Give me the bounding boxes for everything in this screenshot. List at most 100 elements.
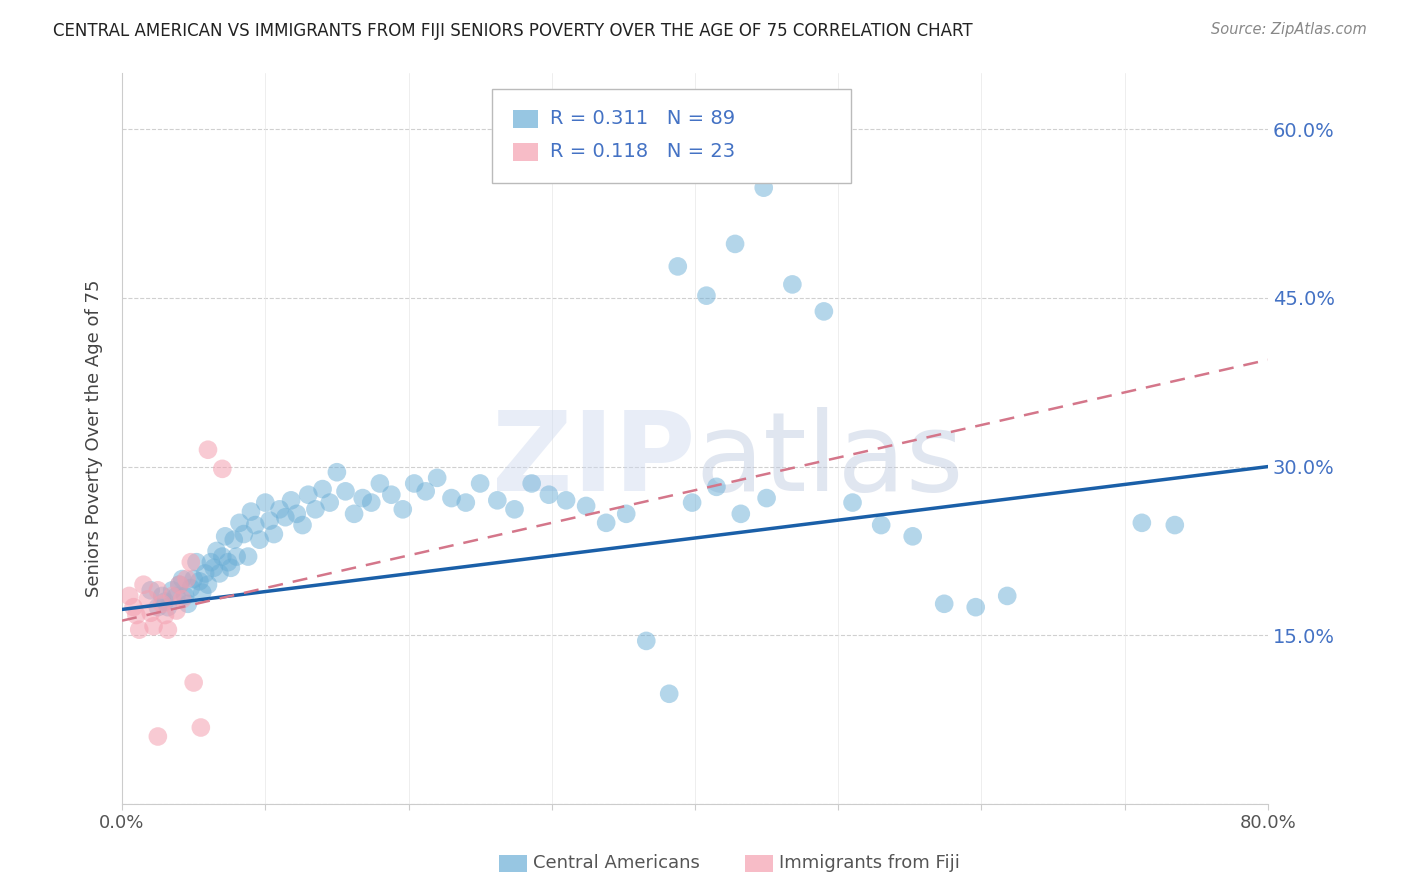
Point bbox=[166, 603, 188, 617]
Point bbox=[169, 577, 191, 591]
Point bbox=[232, 527, 254, 541]
Point bbox=[352, 491, 374, 505]
Point bbox=[150, 589, 173, 603]
Point bbox=[153, 608, 176, 623]
Point bbox=[132, 577, 155, 591]
Point bbox=[153, 594, 176, 608]
Point bbox=[239, 505, 262, 519]
Point bbox=[146, 600, 169, 615]
Point bbox=[166, 589, 188, 603]
Point bbox=[146, 583, 169, 598]
Point bbox=[122, 600, 145, 615]
Point bbox=[118, 589, 141, 603]
Point bbox=[995, 589, 1018, 603]
Point bbox=[520, 476, 543, 491]
Point bbox=[319, 495, 342, 509]
Point bbox=[190, 721, 212, 735]
Point bbox=[285, 507, 308, 521]
Point bbox=[755, 491, 778, 505]
Point bbox=[172, 572, 194, 586]
Point bbox=[380, 488, 402, 502]
Point bbox=[139, 606, 162, 620]
Point bbox=[280, 493, 302, 508]
Point bbox=[297, 488, 319, 502]
Point bbox=[125, 608, 148, 623]
Point bbox=[236, 549, 259, 564]
Point bbox=[782, 165, 804, 179]
Point bbox=[254, 495, 277, 509]
Point bbox=[160, 583, 183, 598]
Point bbox=[214, 529, 236, 543]
Point bbox=[191, 585, 214, 599]
Point bbox=[595, 516, 617, 530]
Point bbox=[391, 502, 413, 516]
Point bbox=[965, 600, 987, 615]
Point bbox=[555, 493, 578, 508]
Point bbox=[211, 462, 233, 476]
Point bbox=[440, 491, 463, 505]
Point bbox=[180, 581, 202, 595]
Point bbox=[142, 619, 165, 633]
Point bbox=[695, 288, 717, 302]
Point bbox=[454, 495, 477, 509]
Point bbox=[706, 480, 728, 494]
Point bbox=[291, 518, 314, 533]
Point bbox=[176, 572, 198, 586]
Point bbox=[782, 277, 804, 292]
Point bbox=[813, 304, 835, 318]
Point bbox=[249, 533, 271, 547]
Point bbox=[186, 555, 208, 569]
Point bbox=[934, 597, 956, 611]
Point bbox=[217, 555, 239, 569]
Point bbox=[263, 527, 285, 541]
Text: Immigrants from Fiji: Immigrants from Fiji bbox=[779, 855, 960, 872]
Point bbox=[335, 484, 357, 499]
Point bbox=[136, 592, 159, 607]
Point bbox=[415, 484, 437, 499]
Point bbox=[1130, 516, 1153, 530]
Point bbox=[304, 502, 326, 516]
Point bbox=[219, 561, 242, 575]
Point bbox=[681, 495, 703, 509]
Point bbox=[146, 730, 169, 744]
Point bbox=[197, 577, 219, 591]
Point bbox=[225, 549, 247, 564]
Y-axis label: Seniors Poverty Over the Age of 75: Seniors Poverty Over the Age of 75 bbox=[86, 280, 103, 598]
Point bbox=[636, 634, 658, 648]
Point bbox=[160, 589, 183, 603]
Point bbox=[841, 495, 863, 509]
Point bbox=[614, 507, 637, 521]
Point bbox=[666, 260, 689, 274]
Point bbox=[202, 561, 225, 575]
Text: atlas: atlas bbox=[695, 407, 963, 514]
Point bbox=[245, 518, 267, 533]
Point bbox=[208, 566, 231, 581]
Point bbox=[188, 574, 211, 589]
Point bbox=[128, 623, 150, 637]
Text: Source: ZipAtlas.com: Source: ZipAtlas.com bbox=[1211, 22, 1367, 37]
Point bbox=[274, 510, 297, 524]
Point bbox=[172, 592, 194, 607]
Point bbox=[901, 529, 924, 543]
Point bbox=[197, 442, 219, 457]
Point bbox=[174, 589, 197, 603]
Point bbox=[468, 476, 491, 491]
Point bbox=[503, 502, 526, 516]
Point bbox=[183, 572, 205, 586]
Point bbox=[269, 502, 291, 516]
Point bbox=[1164, 518, 1187, 533]
Point bbox=[326, 465, 349, 479]
Point bbox=[228, 516, 250, 530]
Point bbox=[752, 180, 775, 194]
Point bbox=[169, 577, 191, 591]
Point bbox=[537, 488, 560, 502]
Point bbox=[177, 597, 200, 611]
Point bbox=[222, 533, 245, 547]
Point bbox=[870, 518, 893, 533]
Point bbox=[150, 597, 173, 611]
Point bbox=[343, 507, 366, 521]
Text: ZIP: ZIP bbox=[492, 407, 695, 514]
Point bbox=[658, 687, 681, 701]
Text: Central Americans: Central Americans bbox=[533, 855, 700, 872]
Point bbox=[259, 514, 281, 528]
